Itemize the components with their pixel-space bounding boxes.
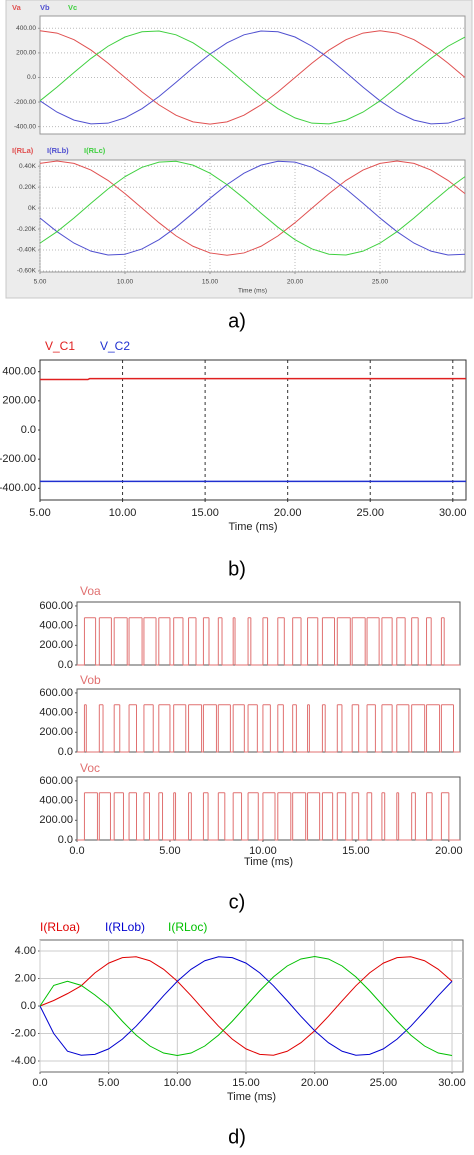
y-tick-label: 0K	[28, 205, 37, 212]
y-tick-label: -0.20K	[17, 226, 37, 233]
series-line	[39, 956, 453, 1056]
legend-entry: Vb	[40, 3, 50, 12]
legend-entry: I(RLoc)	[168, 920, 207, 934]
y-tick-label: 600.00	[39, 775, 73, 787]
x-tick-label: 5.00	[34, 279, 47, 286]
y-tick-label: 400.00	[39, 707, 73, 719]
x-tick-label: 30.00	[439, 507, 467, 519]
panel-label: d)	[228, 1126, 246, 1148]
legend-entry: Vc	[68, 3, 77, 12]
plot-area	[39, 15, 466, 135]
y-tick-label: 600.00	[39, 600, 73, 612]
x-tick-label: 0.0	[32, 1077, 47, 1089]
x-tick-label: 10.00	[249, 845, 277, 857]
legend-entry: Va	[12, 3, 22, 12]
series-line	[39, 955, 453, 1057]
y-tick-label: -200.00	[0, 453, 36, 465]
y-tick-label: -400.00	[0, 482, 36, 494]
y-tick-label: -4.00	[11, 1055, 36, 1067]
series-line	[39, 160, 466, 256]
panel-label: c)	[229, 891, 246, 913]
y-tick-label: -0.40K	[17, 247, 37, 254]
legend-entry: I(RLob)	[105, 920, 145, 934]
x-axis-label: Time (ms)	[227, 1091, 276, 1103]
x-tick-label: 15.00	[232, 1077, 260, 1089]
x-axis-label: Time (ms)	[244, 856, 293, 868]
legend-entry: I(RLb)	[47, 146, 69, 155]
legend-entry: V_C2	[100, 339, 130, 353]
legend-entry: V_C1	[45, 339, 75, 353]
x-tick-label: 25.00	[370, 1077, 398, 1089]
plot-area	[76, 776, 461, 841]
plot-area	[76, 601, 461, 666]
y-tick-label: 200.00	[2, 395, 36, 407]
x-tick-label: 10.00	[117, 279, 134, 286]
x-tick-label: 20.00	[435, 845, 463, 857]
y-tick-label: -2.00	[11, 1027, 36, 1039]
x-tick-label: 20.00	[301, 1077, 329, 1089]
legend-entry: I(RLoa)	[40, 920, 80, 934]
y-tick-label: -400.00	[14, 123, 36, 130]
plot-area	[39, 359, 467, 501]
y-tick-label: 400.00	[39, 620, 73, 632]
x-tick-label: 10.00	[164, 1077, 192, 1089]
y-tick-label: 400.00	[39, 795, 73, 807]
y-tick-label: 600.00	[39, 687, 73, 699]
x-tick-label: 5.00	[29, 507, 50, 519]
y-tick-label: 200.00	[39, 814, 73, 826]
x-tick-label: 15.00	[342, 845, 370, 857]
x-tick-label: 5.00	[98, 1077, 119, 1089]
series-line	[39, 956, 453, 1056]
x-axis-label: Time (ms)	[238, 288, 267, 295]
legend-entry: Voa	[80, 584, 101, 598]
y-tick-label: 0.0	[21, 1000, 36, 1012]
x-tick-label: 15.00	[202, 279, 219, 286]
series-line	[39, 160, 466, 256]
x-tick-label: 15.00	[191, 507, 219, 519]
x-tick-label: 10.00	[109, 507, 137, 519]
x-axis-label: Time (ms)	[228, 521, 277, 533]
x-tick-label: 20.00	[287, 279, 304, 286]
legend-entry: Vob	[80, 673, 101, 687]
plot-area	[39, 159, 466, 273]
y-tick-label: 200.00	[39, 726, 73, 738]
panel-label: b)	[228, 558, 246, 580]
y-tick-label: 200.00	[39, 639, 73, 651]
legend-entry: I(RLa)	[12, 146, 34, 155]
y-tick-label: 0.0	[58, 746, 73, 758]
y-tick-label: 0.0	[27, 74, 36, 81]
series-line	[39, 30, 466, 125]
x-tick-label: 0.0	[69, 845, 84, 857]
panel-label: a)	[228, 310, 246, 332]
y-tick-label: 400.00	[16, 25, 36, 32]
plot-area	[76, 688, 461, 753]
y-tick-label: 2.00	[15, 972, 36, 984]
y-tick-label: 0.0	[58, 834, 73, 846]
y-tick-label: -200.00	[14, 99, 36, 106]
series-line	[39, 160, 466, 256]
series-line	[39, 30, 466, 125]
series-line	[39, 30, 466, 125]
x-tick-label: 25.00	[372, 279, 389, 286]
x-tick-label: 30.00	[438, 1077, 466, 1089]
x-tick-label: 20.00	[274, 507, 302, 519]
y-tick-label: 0.0	[21, 424, 36, 436]
y-tick-label: 200.00	[16, 50, 36, 57]
legend-entry: I(RLc)	[84, 146, 106, 155]
y-tick-label: -0.60K	[17, 268, 37, 275]
legend-entry: Voc	[80, 761, 100, 775]
series-line	[40, 377, 466, 381]
y-tick-label: 0.20K	[19, 184, 37, 191]
y-tick-label: 0.0	[58, 659, 73, 671]
x-tick-label: 5.00	[159, 845, 180, 857]
y-tick-label: 400.00	[2, 366, 36, 378]
y-tick-label: 0.40K	[19, 163, 37, 170]
y-tick-label: 4.00	[15, 945, 36, 957]
x-tick-label: 25.00	[356, 507, 384, 519]
